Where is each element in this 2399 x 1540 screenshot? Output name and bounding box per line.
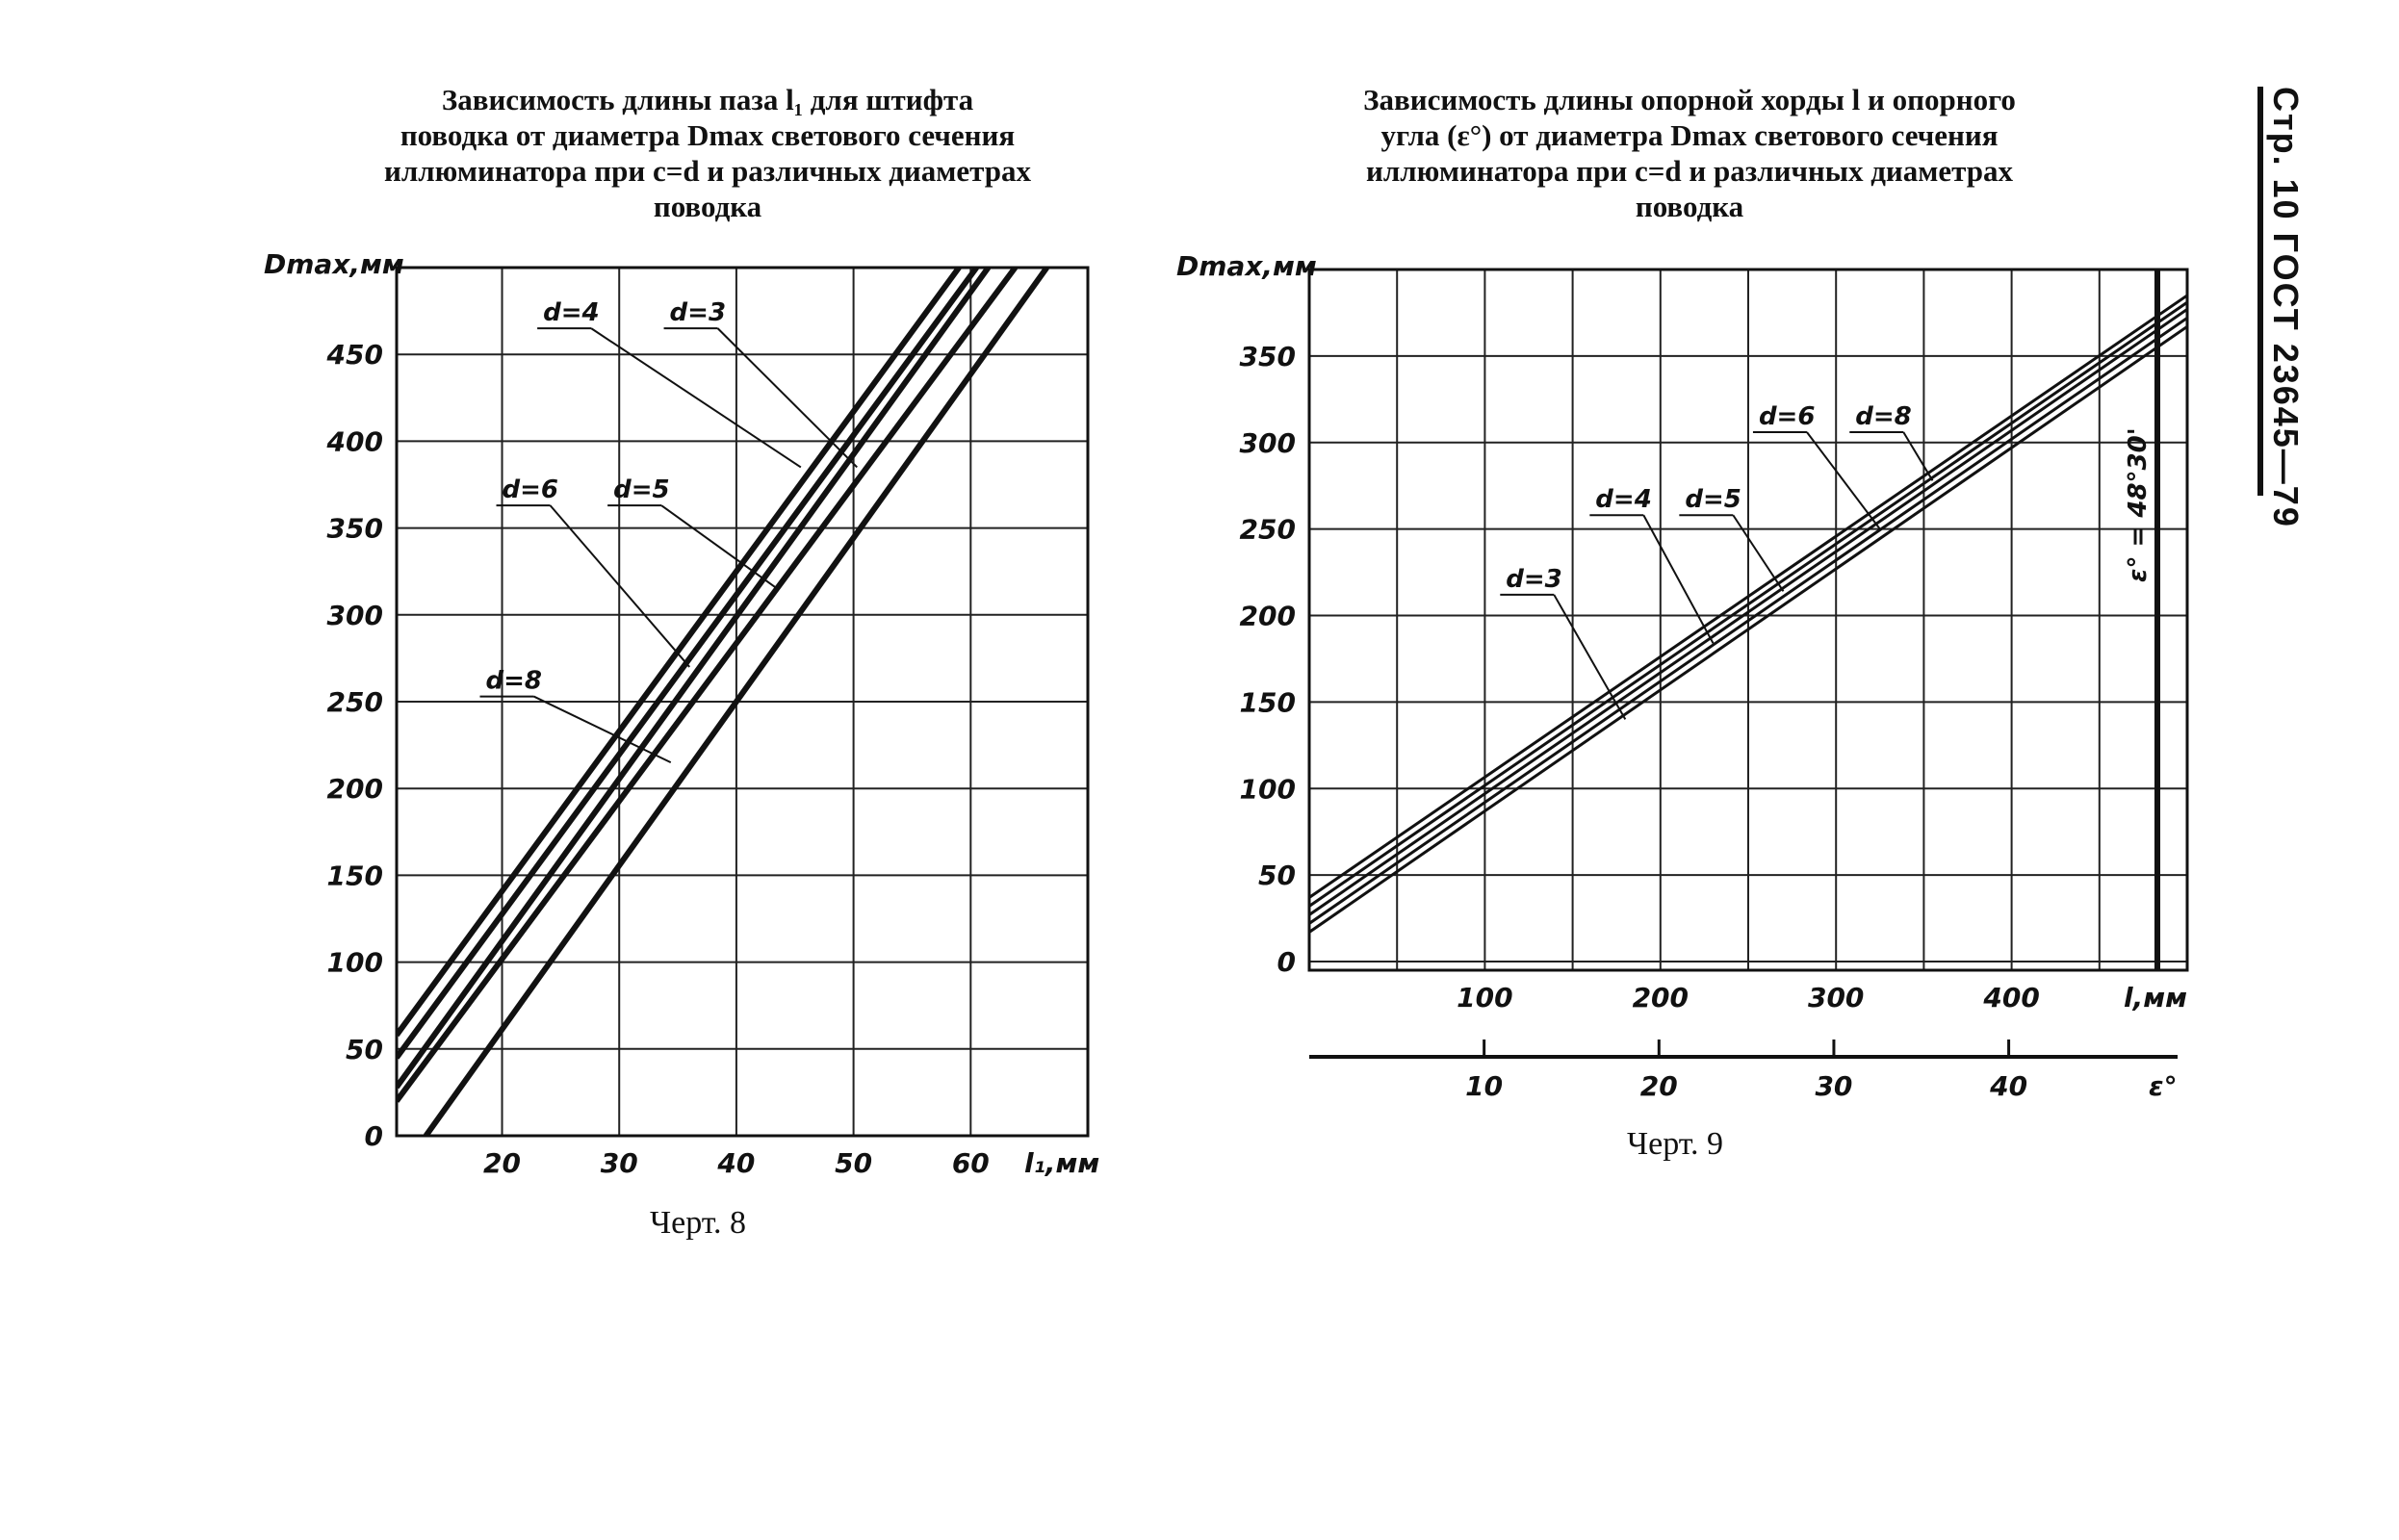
chart8-y-tick-label: 400: [326, 425, 383, 457]
chart8-x-tick-label: 60: [952, 1147, 990, 1179]
chart8-annotation-leader: [660, 504, 779, 590]
chart8-y-tick-label: 350: [327, 513, 383, 545]
chart9-y-tick-label: 150: [1240, 686, 1296, 718]
chart8-x-tick-label: 50: [835, 1147, 872, 1179]
chart8-annotation-label: d=5: [613, 475, 670, 504]
chart9-secondary-tick-label: 10: [1465, 1070, 1503, 1102]
chart9-annotation-leader: [1732, 514, 1785, 592]
chart9-series-line-d8: [1309, 325, 2187, 934]
chart9-caption: Черт. 9: [1627, 1126, 1724, 1162]
chart8-series-line-d5: [397, 268, 1018, 1103]
chart9-secondary-tick-label: 30: [1815, 1070, 1852, 1102]
chart8-annotation-label: d=6: [503, 475, 559, 504]
chart8-plot-frame: [395, 266, 1090, 1138]
chart9-series-line-d6: [1309, 294, 2187, 899]
chart9-annotation-label: d=6: [1759, 402, 1816, 431]
chart9-y-tick-label: 50: [1258, 860, 1296, 891]
chart9-x-tick-label: 400: [1982, 982, 2039, 1014]
chart8-series-line-d3: [397, 268, 991, 1090]
chart9-annotation-leader: [1806, 431, 1881, 530]
chart8-x-tick-label: 20: [483, 1147, 521, 1179]
chart8-x-tick-label: 30: [601, 1147, 638, 1179]
chart8-series-line-d8: [423, 268, 1049, 1136]
chart8-annotation-label: d=3: [670, 298, 727, 327]
chart9-plot-frame: [1307, 268, 2189, 972]
chart9-x-tick-label: 300: [1808, 982, 1864, 1014]
chart8-annotation-leader: [590, 327, 802, 469]
chart9-secondary-tick-label: 20: [1640, 1070, 1678, 1102]
chart9-title: Зависимость длины опорной хорды l и опор…: [1363, 83, 2016, 223]
chart8-y-tick-label: 150: [327, 860, 383, 891]
chart8-caption: Черт. 8: [650, 1205, 747, 1241]
chart8-y-tick-label: 100: [327, 947, 383, 979]
chart9-annotation-leader: [1642, 514, 1715, 644]
chart9-series-line-d5: [1309, 300, 2187, 908]
chart9-annotation-label: d=4: [1595, 485, 1652, 514]
chart8-annotation-label: d=4: [543, 298, 600, 327]
chart9-y-tick-label: 100: [1240, 773, 1296, 805]
chart9-series-line-d3: [1309, 317, 2187, 925]
chart9-limit-label: ε° = 48°30': [2124, 427, 2153, 582]
chart8-y-tick-label: 450: [326, 339, 383, 371]
chart8-series-line-d4: [397, 268, 962, 1038]
chart9-annotation-leader: [1553, 594, 1627, 720]
chart9-y-axis-label: Dmax,мм: [1176, 250, 1317, 282]
chart9-annotation-label: d=3: [1506, 565, 1562, 594]
chart8-y-tick-label: 0: [365, 1120, 383, 1152]
chart9-x-tick-label: 200: [1633, 982, 1689, 1014]
chart9-annotation-label: d=5: [1685, 485, 1741, 514]
page-header-text: Стр. 10 ГОСТ 23645—79: [2266, 87, 2306, 528]
chart9-annotation-leader: [1902, 431, 1934, 481]
chart8-annotation-label: d=8: [485, 667, 542, 696]
chart8-y-tick-label: 250: [327, 686, 383, 718]
chart9-y-tick-label: 350: [1240, 341, 1296, 372]
page-header: Стр. 10 ГОСТ 23645—79: [2257, 87, 2325, 528]
chart9-annotation-label: d=8: [1855, 402, 1912, 431]
chart9-series-line-d4: [1309, 308, 2187, 916]
chart9-y-tick-label: 250: [1240, 514, 1296, 546]
page-header-rule: [2257, 87, 2263, 496]
chart9-x-axis-label: l,мм: [2124, 982, 2187, 1014]
chart8-y-tick-label: 50: [346, 1034, 383, 1065]
chart8-annotation-leader: [716, 327, 858, 469]
chart8-x-tick-label: 40: [716, 1147, 755, 1179]
chart8-title: Зависимость длины паза l₁ для штифта пов…: [383, 83, 1032, 223]
chart9-secondary-tick-label: 40: [1989, 1070, 2027, 1102]
chart8-x-axis-label: l₁,мм: [1024, 1147, 1099, 1179]
chart8-y-axis-label: Dmax,мм: [264, 248, 404, 280]
chart8-annotation-leader: [533, 695, 672, 764]
chart8-y-tick-label: 300: [327, 600, 383, 631]
chart9-y-tick-label: 200: [1240, 601, 1296, 632]
chart9-x-tick-label: 100: [1457, 982, 1512, 1014]
chart8-annotation-leader: [549, 504, 690, 668]
chart9-secondary-axis-label: ε°: [2149, 1070, 2178, 1102]
chart8-y-tick-label: 200: [327, 773, 383, 805]
chart9-y-tick-label: 0: [1277, 946, 1296, 978]
chart9-y-tick-label: 300: [1240, 427, 1296, 459]
